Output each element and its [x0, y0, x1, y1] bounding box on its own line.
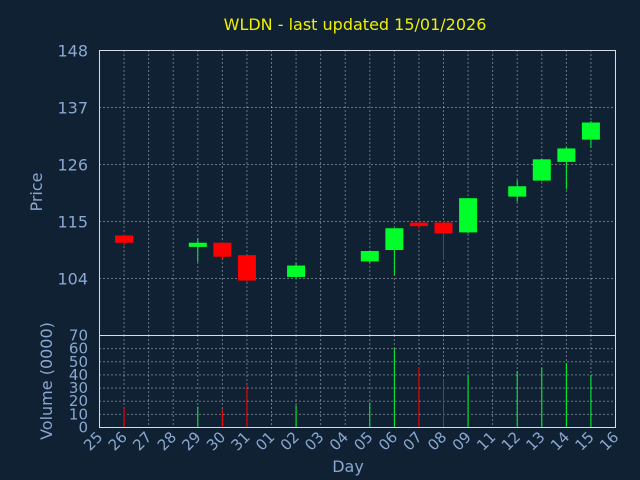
x-tick-label: 15 — [572, 428, 598, 454]
candle-body — [287, 265, 306, 277]
x-tick-label: 13 — [522, 428, 548, 454]
price-tick-label: 126 — [57, 156, 88, 175]
price-tick-label: 104 — [57, 270, 88, 289]
x-tick-label: 03 — [301, 428, 327, 454]
x-tick-label: 30 — [203, 428, 229, 454]
candle-body — [115, 235, 134, 243]
volume-tick-label: 20 — [69, 392, 88, 410]
x-tick-label: 11 — [473, 428, 499, 454]
price-axis-label: Price — [27, 172, 46, 211]
volume-bars — [123, 348, 592, 428]
x-tick-label: 28 — [154, 428, 180, 454]
x-tick-label: 02 — [277, 428, 303, 454]
price-tick-label: 148 — [57, 42, 88, 61]
x-tick-label: 31 — [228, 428, 254, 454]
volume-tick-label: 40 — [69, 366, 88, 384]
volume-tick-label: 10 — [69, 405, 88, 423]
x-tick-label: 26 — [105, 428, 131, 454]
candle-body — [532, 159, 551, 181]
candle-body — [385, 228, 404, 250]
x-tick-label: 07 — [400, 428, 426, 454]
x-tick-label: 01 — [252, 428, 278, 454]
x-tick-label: 06 — [375, 428, 401, 454]
x-tick-label: 27 — [129, 428, 155, 454]
x-tick-label: 05 — [350, 428, 376, 454]
volume-axis-label: Volume (0000) — [37, 322, 56, 440]
price-tick-label: 137 — [57, 99, 88, 118]
candle-body — [237, 255, 256, 281]
candle-body — [508, 186, 527, 197]
x-tick-label: 29 — [178, 428, 204, 454]
x-tick-label: 12 — [498, 428, 524, 454]
volume-tick-label: 60 — [69, 340, 88, 358]
volume-tick-label: 50 — [69, 353, 88, 371]
volume-panel-frame — [99, 335, 616, 428]
candle-body — [459, 198, 478, 233]
x-tick-label: 04 — [326, 428, 352, 454]
x-tick-label: 14 — [547, 428, 573, 454]
x-tick-label: 16 — [596, 428, 622, 454]
price-candles — [115, 120, 600, 282]
candle-body — [434, 222, 453, 234]
price-tick-label: 115 — [57, 213, 88, 232]
axis-ticks: 2526272829303101020304050607080911121314… — [57, 42, 622, 455]
volume-tick-label: 30 — [69, 379, 88, 397]
candle-body — [581, 122, 600, 140]
chart-title: WLDN - last updated 15/01/2026 — [224, 15, 487, 34]
candle-body — [360, 251, 379, 262]
price-gridlines — [99, 50, 616, 336]
candle-body — [557, 148, 576, 162]
x-tick-label: 09 — [449, 428, 475, 454]
price-panel-frame — [99, 50, 616, 336]
volume-tick-label: 0 — [78, 419, 88, 437]
volume-tick-label: 70 — [69, 327, 88, 345]
x-tick-label: 08 — [424, 428, 450, 454]
candle-body — [188, 242, 207, 247]
candle-body — [213, 242, 232, 257]
x-axis-label: Day — [332, 457, 364, 476]
candle-body — [409, 222, 428, 227]
volume-gridlines — [99, 335, 616, 428]
